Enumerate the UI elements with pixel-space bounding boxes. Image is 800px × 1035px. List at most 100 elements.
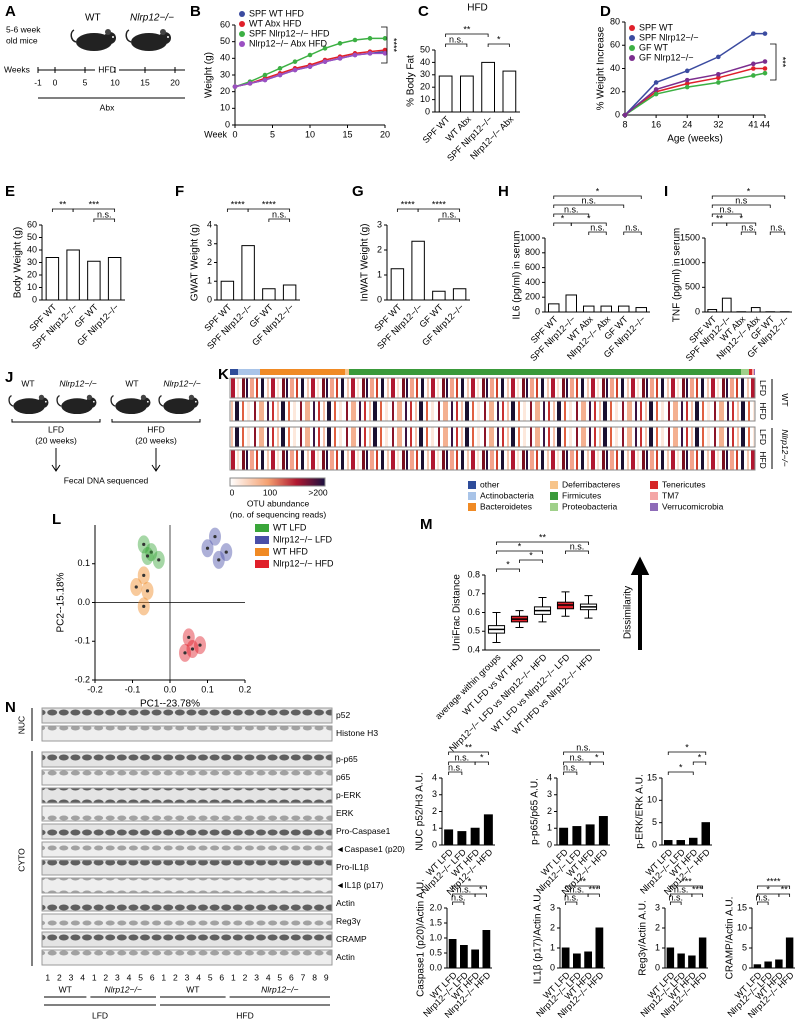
significance-bracket <box>497 569 520 572</box>
y-axis-label: CRAMP/Actin A.U. <box>725 897 736 980</box>
y-tick-label: 2 <box>655 922 660 932</box>
significance-label: n.s. <box>581 195 596 205</box>
week-tick-label: 5 <box>83 77 88 87</box>
data-point <box>751 31 756 36</box>
significance-label: ** <box>716 213 724 223</box>
significance-label: * <box>698 752 702 762</box>
scale-tick: 100 <box>263 487 277 497</box>
lane-number: 5 <box>208 972 213 982</box>
x-tick-label: 0 <box>232 129 237 139</box>
bar <box>46 258 58 301</box>
y-tick-label: 800 <box>525 247 540 257</box>
y-tick-label: 0.5 <box>429 947 442 957</box>
y-tick-label: 1 <box>432 823 437 833</box>
significance-bracket <box>564 772 577 775</box>
band-label: p52 <box>336 710 350 720</box>
blot-strip <box>42 914 332 929</box>
data-point <box>685 85 690 90</box>
data-point <box>623 113 628 118</box>
data-point <box>225 551 228 554</box>
data-point <box>213 535 216 538</box>
y-tick-label: 2 <box>550 922 555 932</box>
diet-label: HFD <box>236 1010 253 1020</box>
bar <box>665 841 673 845</box>
y-tick-label: 15 <box>647 772 657 782</box>
significance-bracket <box>712 196 785 199</box>
y-tick-label: 0 <box>742 962 747 972</box>
lane-number: 1 <box>231 972 236 982</box>
group-label: Nlrp12−/− <box>780 429 790 466</box>
arrow <box>52 448 160 471</box>
lane-number: 3 <box>254 972 259 982</box>
data-point <box>716 55 721 60</box>
y-tick-label: 3 <box>655 902 660 912</box>
bar <box>484 815 492 845</box>
row-label: HFD <box>758 451 768 468</box>
y-tick-label: 0.1 <box>77 558 90 568</box>
data-point <box>751 66 756 71</box>
bar <box>560 828 568 845</box>
blot-strip <box>42 932 332 947</box>
bar <box>585 952 592 968</box>
legend-label: Proteobacteria <box>562 501 618 511</box>
panel-letter: M <box>420 516 433 533</box>
genotype-label: WT <box>186 984 199 994</box>
data-point <box>654 92 659 97</box>
data-point <box>142 574 145 577</box>
band-label: p-p65 <box>336 754 358 764</box>
significance-label: n.s. <box>455 752 470 762</box>
bar <box>445 830 453 845</box>
legend-label: Actinobacteria <box>480 490 534 500</box>
legend-swatch <box>650 492 658 500</box>
x-axis-label: Week <box>204 129 227 139</box>
y-tick-label: 1 <box>377 269 382 279</box>
data-point <box>308 53 313 58</box>
lane-number: 4 <box>196 972 201 982</box>
genotype-label: Nlrp12−/− <box>105 984 142 994</box>
chart-title: HFD <box>467 3 488 14</box>
significance-bracket <box>566 551 589 554</box>
y-tick-label: 0 <box>425 106 430 116</box>
legend-label: GF Nlrp12−/− <box>639 52 694 62</box>
side-label: Dissimilarity <box>623 586 634 639</box>
legend-marker <box>629 25 635 31</box>
significance-label: ** <box>463 24 471 34</box>
phylum-bar <box>754 369 755 375</box>
bar <box>596 928 603 968</box>
data-point <box>293 68 298 73</box>
mouse-label: Nlrp12−/− <box>130 13 174 24</box>
legend-label: WT LFD <box>273 522 307 532</box>
lane-number: 1 <box>45 972 50 982</box>
legend-swatch <box>468 481 476 489</box>
x-category-label: Nlrp12−/− LFD vs Nlrp12−/− HFD <box>447 652 549 754</box>
bar <box>574 954 581 968</box>
bar <box>449 940 456 969</box>
legend-label: Bacteroidetes <box>480 501 532 511</box>
group-label: WT <box>780 393 790 406</box>
bar <box>776 960 782 968</box>
scale-tick: 0 <box>230 487 235 497</box>
bar <box>586 825 594 845</box>
legend-label: Nlrp12−/− HFD <box>273 558 334 568</box>
mouse-label: Nlrp12−/− <box>163 378 200 388</box>
panel-letter: E <box>5 183 15 200</box>
significance-label: n.s. <box>590 222 605 232</box>
blot-strip <box>42 770 332 785</box>
y-tick-label: 10 <box>420 94 430 104</box>
y-tick-label: 2 <box>377 244 382 254</box>
legend-swatch <box>550 481 558 489</box>
significance-bracket <box>554 223 572 226</box>
y-tick-label: 3 <box>432 789 437 799</box>
significance-bracket <box>770 44 776 80</box>
blot-strip <box>42 788 332 803</box>
data-point <box>157 558 160 561</box>
x-axis-label: Age (weeks) <box>667 134 723 145</box>
panel-letter: G <box>352 183 364 200</box>
week-tick-label: 15 <box>140 77 150 87</box>
lane-number: 4 <box>266 972 271 982</box>
data-point <box>142 543 145 546</box>
panel-letter: C <box>418 3 429 20</box>
phylum-bar <box>349 369 741 375</box>
phylum-bar <box>238 369 260 375</box>
